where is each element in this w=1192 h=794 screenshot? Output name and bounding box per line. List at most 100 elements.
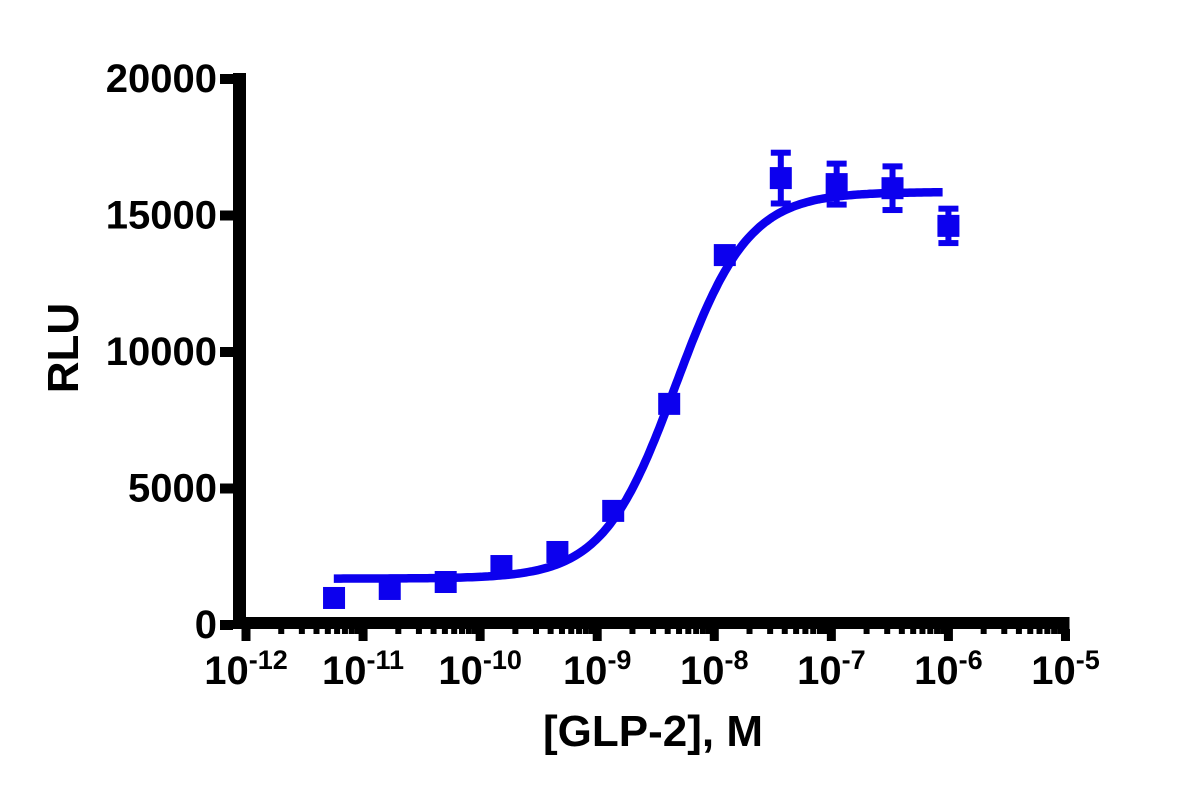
x-minor-tick (415, 629, 422, 634)
x-tick-label: 10-9 (563, 645, 632, 693)
x-major-tick (475, 629, 485, 641)
x-minor-tick (781, 629, 788, 634)
x-major-tick (592, 629, 602, 641)
x-minor-tick (898, 629, 905, 634)
x-minor-tick (298, 629, 305, 634)
x-major-tick (241, 629, 251, 641)
x-minor-tick (699, 629, 706, 634)
data-point (881, 163, 904, 214)
marker-square (323, 586, 346, 609)
data-point (434, 571, 457, 594)
y-tick-label: 5000 (128, 467, 217, 511)
y-tick-label: 0 (195, 603, 217, 647)
x-tick-label: 10-11 (322, 645, 404, 693)
y-tick-label: 10000 (106, 330, 217, 374)
x-minor-tick (451, 629, 458, 634)
x-minor-tick (568, 629, 575, 634)
x-tick-label: 10-8 (680, 645, 749, 693)
x-minor-tick (927, 629, 934, 634)
x-minor-tick (817, 629, 824, 634)
x-minor-tick (746, 629, 753, 634)
y-tick (220, 483, 233, 494)
x-minor-tick (354, 629, 361, 634)
y-tick-label: 15000 (106, 194, 217, 238)
x-tick-label: 10-5 (1031, 645, 1100, 693)
data-point (323, 586, 346, 609)
marker-square (881, 177, 904, 200)
marker-square (602, 499, 625, 522)
x-minor-tick (705, 629, 712, 634)
x-minor-tick (693, 629, 700, 634)
x-minor-tick (1044, 629, 1051, 634)
x-minor-tick (441, 629, 448, 634)
x-minor-tick (334, 629, 341, 634)
x-minor-tick (278, 629, 285, 634)
x-major-tick (358, 629, 368, 641)
y-tick (220, 347, 233, 357)
marker-square (378, 577, 401, 600)
x-minor-tick (547, 629, 554, 634)
y-tick (220, 620, 233, 630)
error-bar-cap-top (770, 149, 791, 156)
x-minor-tick (664, 629, 671, 634)
data-point (825, 160, 848, 208)
x-tick-label: 10-7 (797, 645, 866, 693)
x-major-tick (826, 629, 836, 641)
x-minor-tick (532, 629, 539, 634)
x-minor-tick (512, 629, 519, 634)
x-minor-tick (940, 629, 947, 634)
x-minor-tick (348, 629, 355, 634)
error-bar-cap-bottom (882, 207, 903, 214)
x-minor-tick (910, 629, 917, 634)
x-minor-tick (1036, 629, 1043, 634)
x-minor-tick (576, 629, 583, 634)
x-minor-tick (465, 629, 472, 634)
x-tick-label: 10-6 (914, 645, 983, 693)
data-series (323, 149, 960, 609)
x-minor-tick (629, 629, 636, 634)
y-axis-title: RLU (39, 303, 88, 393)
x-minor-tick (863, 629, 870, 634)
x-minor-tick (767, 629, 774, 634)
x-axis-title: [GLP-2], M (543, 707, 763, 756)
x-minor-tick (1001, 629, 1008, 634)
x-minor-tick (471, 629, 478, 634)
data-point (602, 499, 625, 522)
x-minor-tick (582, 629, 589, 634)
x-minor-tick (802, 629, 809, 634)
x-minor-tick (459, 629, 466, 634)
marker-square (825, 173, 848, 196)
marker-square (937, 214, 960, 237)
x-minor-tick (341, 629, 348, 634)
x-minor-tick (1051, 629, 1058, 634)
error-bar-cap-bottom (826, 201, 847, 208)
x-minor-tick (324, 629, 331, 634)
y-axis-line (233, 73, 246, 629)
marker-square (658, 392, 681, 415)
x-minor-tick (1057, 629, 1064, 634)
x-minor-tick (430, 629, 437, 634)
error-bar-cap-bottom (938, 240, 959, 247)
x-minor-tick (588, 629, 595, 634)
x-minor-tick (980, 629, 987, 634)
fit-curve (333, 188, 943, 583)
axes: 0 5000 10000 15000 20000 10-12 10-11 10-10 10-9 1… (106, 57, 1100, 693)
x-minor-tick (395, 629, 402, 634)
error-bar-cap-top (938, 205, 959, 212)
x-axis-line (233, 617, 1070, 629)
data-point (937, 205, 960, 247)
y-tick (220, 74, 233, 84)
x-minor-tick (685, 629, 692, 634)
data-point (378, 577, 401, 600)
x-minor-tick (1027, 629, 1034, 634)
error-bar-cap-top (882, 163, 903, 170)
error-bar-cap-bottom (770, 200, 791, 207)
marker-square (434, 571, 457, 594)
x-major-tick (1060, 629, 1070, 641)
data-point (546, 540, 569, 563)
marker-square (713, 244, 736, 267)
x-minor-tick (884, 629, 891, 634)
data-point (769, 149, 792, 207)
